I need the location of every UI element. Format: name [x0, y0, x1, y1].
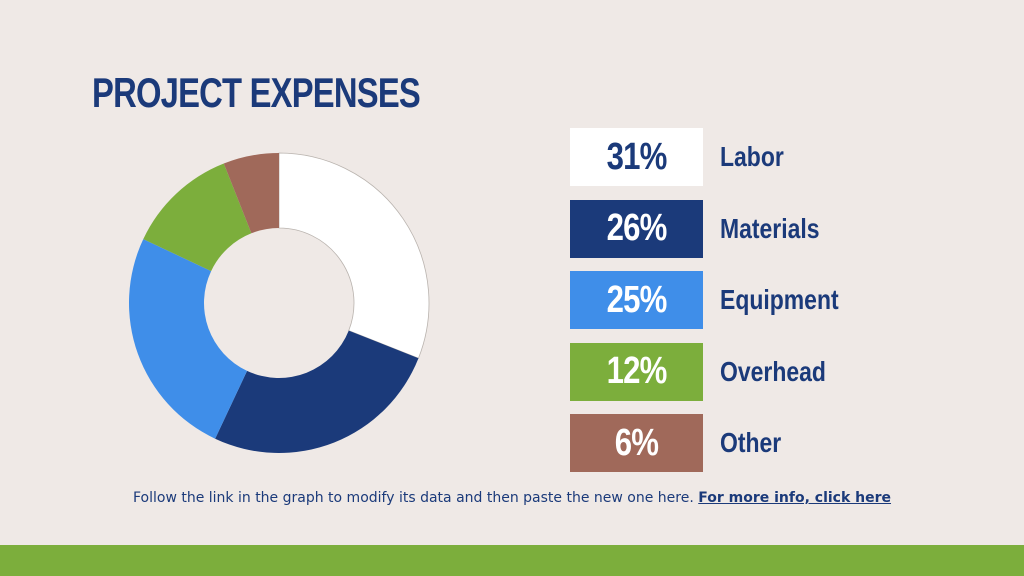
legend-percent: 6% — [614, 421, 659, 464]
donut-slice-overhead[interactable] — [143, 163, 252, 272]
legend-percent: 31% — [606, 135, 668, 178]
legend-swatch: 6% — [570, 414, 703, 472]
legend-item-equipment: 25% Equipment — [570, 271, 970, 329]
footer-note: Follow the link in the graph to modify i… — [0, 490, 1024, 506]
legend-swatch: 26% — [570, 199, 703, 258]
legend-percent: 25% — [606, 278, 668, 321]
bottom-accent-bar — [0, 545, 1024, 576]
donut-slice-equipment[interactable] — [129, 239, 248, 439]
footer-note-text: Follow the link in the graph to modify i… — [132, 490, 694, 506]
footer-link[interactable]: For more info, click here — [698, 490, 892, 506]
legend-swatch: 25% — [570, 271, 703, 329]
legend-item-materials: 26% Materials — [570, 199, 970, 258]
legend-label: Overhead — [720, 355, 826, 387]
legend-swatch: 12% — [570, 342, 703, 401]
legend-percent: 26% — [606, 207, 668, 249]
legend-label: Other — [720, 427, 782, 458]
legend-item-overhead: 12% Overhead — [570, 342, 970, 401]
page-title: PROJECT EXPENSES — [92, 69, 421, 116]
legend-label: Equipment — [720, 284, 839, 315]
donut-slice-labor[interactable] — [278, 152, 430, 359]
legend-percent: 12% — [606, 350, 668, 392]
legend-item-labor: 31% Labor — [570, 128, 970, 186]
donut-slice-other[interactable] — [223, 153, 279, 234]
legend-swatch: 31% — [570, 128, 703, 186]
legend-label: Materials — [720, 212, 820, 244]
legend-label: Labor — [720, 141, 784, 172]
donut-slice-materials[interactable] — [215, 330, 419, 453]
legend-item-other: 6% Other — [570, 414, 970, 472]
